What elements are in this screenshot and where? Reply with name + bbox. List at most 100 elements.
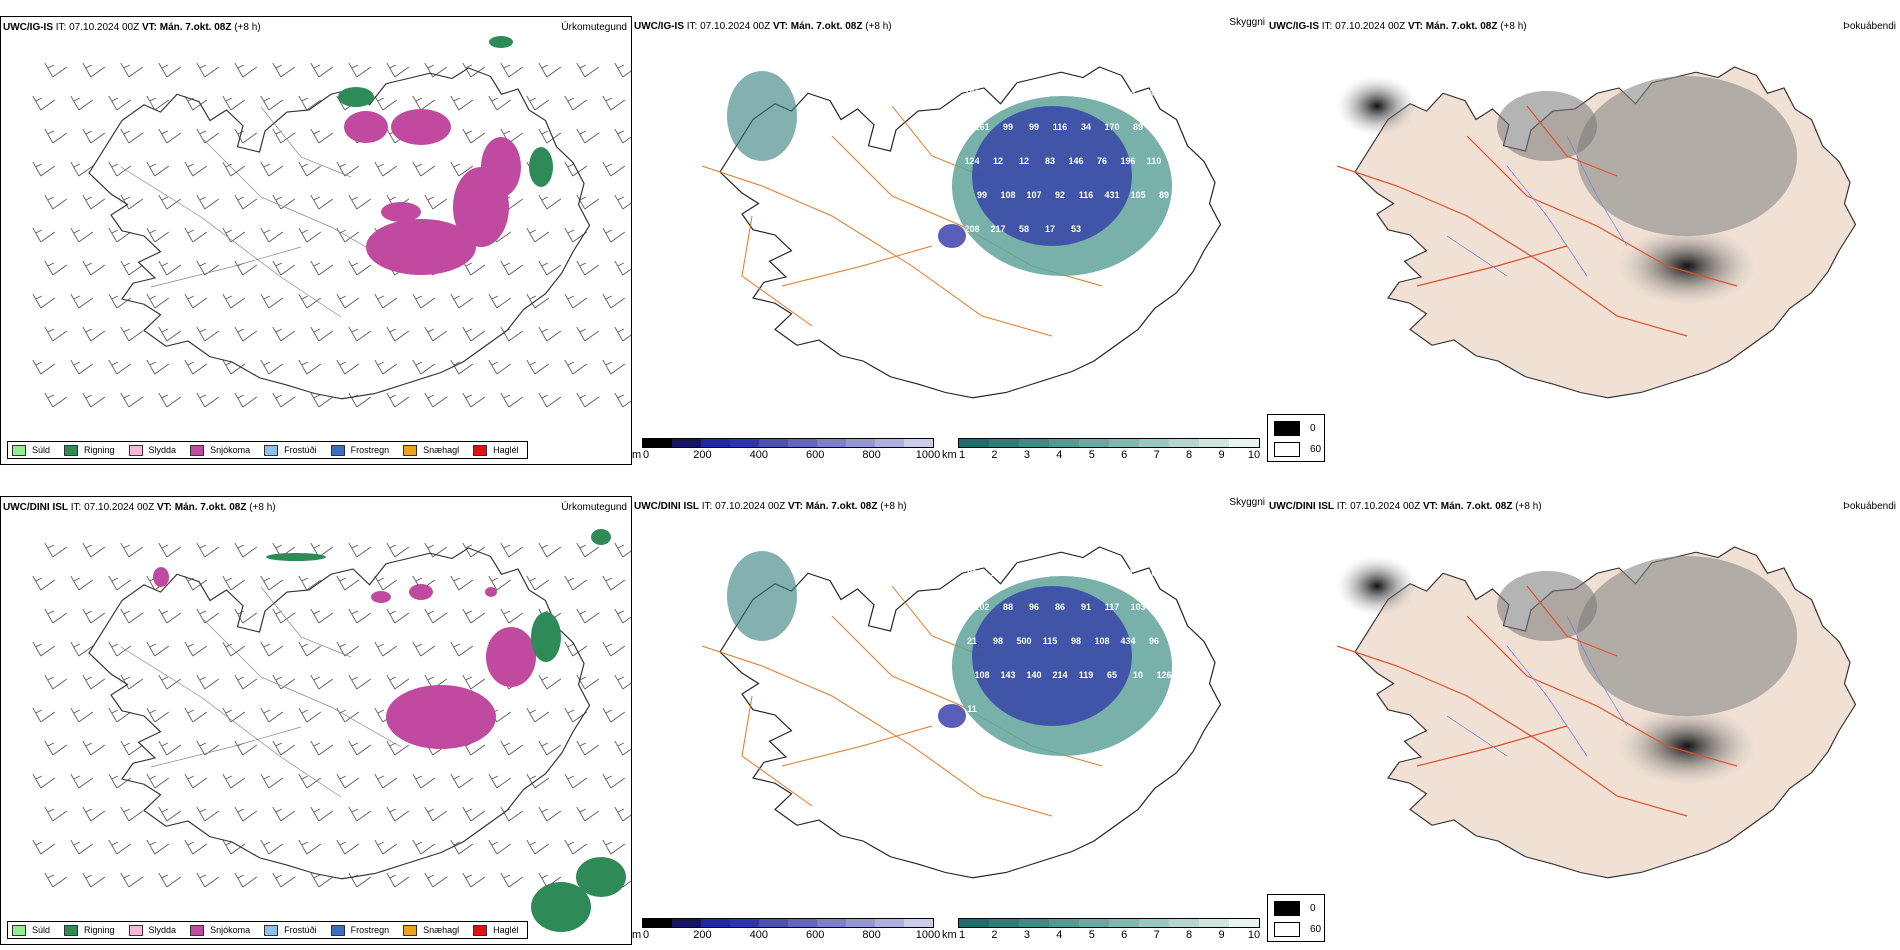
wind-barb [146,161,170,177]
cloud-base-label: 117 [1105,602,1120,612]
precip-type-panel-top: UWC/IG-IS IT: 07.10.2024 00Z VT: Mán. 7.… [0,16,632,465]
wind-barbs [32,542,631,888]
precip-legend-item: Haglél [473,444,519,456]
precip-legend: Súld Rigning Slydda Snjókoma Frostúði Frostre… [7,921,528,939]
low-visibility-area [727,71,797,161]
wind-barb [234,542,258,558]
wind-barb [614,542,631,558]
legend-label: Frostúði [284,925,317,935]
cloud-base-label: 500 [1016,636,1031,646]
cloud-base-label: 108 [1094,636,1109,646]
wind-barb [158,128,182,144]
wind-barb [222,293,246,309]
wind-barb [412,95,436,111]
wind-barb [348,62,372,78]
colorbar-tick: 7 [1153,929,1160,941]
colorbar-tick: 200 [693,929,712,941]
colorbar-bin [1139,919,1169,927]
wind-barb [538,392,562,408]
wind-barb [272,260,296,276]
wind-barb [196,260,220,276]
cloud-base-colorbar: m 0 200 400 600 800 1000 [632,916,942,944]
cloud-base-label: 76 [1097,156,1107,166]
cloud-base-label: 214 [1052,670,1067,680]
panel-title: UWC/DINI ISL IT: 07.10.2024 00Z VT: Mán.… [3,502,276,513]
cloud-base-label: 79 [1071,568,1081,578]
wind-barb [222,641,246,657]
wind-barb [82,872,106,888]
wind-barb [196,326,220,342]
colorbar-bin [1079,439,1109,447]
wind-barb [108,575,132,591]
precip-legend-item: Snæhagl [403,924,459,936]
cloud-base-label: 108 [974,670,989,680]
colorbar-bin [643,919,672,927]
wind-barb [120,326,144,342]
colorbar-bin [1169,439,1199,447]
wind-barb [158,674,182,690]
wind-barb [564,641,588,657]
colorbar-bin [846,439,875,447]
wind-barb [500,872,524,888]
roads [120,586,402,798]
fog-index-panel-bottom: UWC/DINI ISL IT: 07.10.2024 00Z VT: Mán.… [1267,496,1900,945]
wind-barb [82,260,106,276]
wind-barb [32,575,56,591]
wind-barb [564,95,588,111]
wind-barb [32,707,56,723]
wind-barb [538,740,562,756]
cloud-base-label: 140 [1026,670,1041,680]
wind-barb [336,707,360,723]
wind-barb [602,161,626,177]
cloud-base-label: 34 [1081,122,1091,132]
wind-barb [108,227,132,243]
wind-barb [386,608,410,624]
cloud-base-label: 11 [967,704,977,714]
legend-swatch [128,444,143,456]
legend-swatch [1274,901,1300,916]
cloud-base-label: 126 [1156,670,1171,680]
wind-barb [196,392,220,408]
wind-barb [462,806,486,822]
precip-legend: Súld Rigning Slydda Snjókoma Frostúði Frostre… [7,441,528,459]
wind-barb [32,293,56,309]
precip-area [481,137,521,197]
wind-barb [82,326,106,342]
legend-swatch [473,444,488,456]
road-lines [701,585,1103,817]
wind-barb [374,359,398,375]
wind-barb [298,641,322,657]
wind-barb [298,359,322,375]
legend-label: Frostregn [350,445,390,455]
wind-barb [260,575,284,591]
wind-barb [348,608,372,624]
cloud-base-label: 98 [1071,636,1081,646]
precip-legend-item: Súld [12,924,50,936]
wind-barb [310,392,334,408]
wind-barb [196,872,220,888]
cloud-base-label: 53 [1071,224,1081,234]
legend-swatch [264,444,279,456]
wind-barb [348,542,372,558]
wind-barb [108,707,132,723]
wind-barb [348,674,372,690]
roads [1336,105,1738,337]
colorbar-bin [1079,919,1109,927]
wind-barb [298,161,322,177]
wind-barb [310,260,334,276]
colorbar-unit: km [942,929,957,941]
wind-barb [450,641,474,657]
wind-barb [70,161,94,177]
legend-label: 60 [1310,444,1322,455]
wind-barb [526,95,550,111]
precip-area [485,587,497,597]
wind-barb [158,392,182,408]
fog-area [1617,706,1757,786]
visibility-colorbar: km 1 2 3 4 5 6 7 8 9 10 [942,436,1267,464]
iceland-outline [719,546,1222,879]
colorbar-tick: 5 [1088,929,1095,941]
wind-barb [576,740,600,756]
wind-barb [336,839,360,855]
wind-barb [146,359,170,375]
wind-barb [70,575,94,591]
